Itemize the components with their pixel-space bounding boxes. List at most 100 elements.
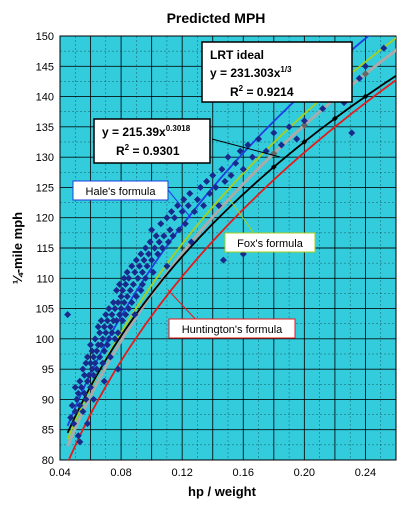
data-point <box>114 329 122 337</box>
data-point <box>93 347 101 355</box>
power-fit-r2: R2 = 0.9301 <box>116 143 180 158</box>
data-point <box>142 274 150 282</box>
data-point <box>187 238 195 246</box>
power-fit-box <box>93 118 211 164</box>
data-point <box>111 335 119 343</box>
x-tick-label: 0.24 <box>355 467 376 479</box>
data-point <box>76 401 84 409</box>
data-point <box>138 268 146 276</box>
chart-title: Predicted MPH <box>167 10 266 26</box>
leader-line <box>211 138 281 158</box>
lrt-ideal-title: LRT ideal <box>210 48 264 62</box>
lrt-ideal-equation: y = 231.303x1/3 <box>210 65 292 80</box>
data-point <box>114 299 122 307</box>
huntingtons-formula-label-box <box>168 318 296 339</box>
data-point <box>97 341 105 349</box>
x-axis-label: hp / weight <box>188 484 257 499</box>
data-point <box>87 359 95 367</box>
data-point <box>300 117 308 125</box>
data-point <box>137 286 145 294</box>
data-point <box>138 280 146 288</box>
data-point <box>154 250 162 258</box>
data-point <box>102 311 110 319</box>
lrt-ideal-box <box>201 41 353 103</box>
data-point <box>106 353 114 361</box>
data-point <box>108 311 116 319</box>
y-tick-label: 135 <box>36 122 54 134</box>
data-point <box>215 202 223 210</box>
data-point <box>117 305 125 313</box>
data-point <box>149 268 157 276</box>
data-point <box>125 274 133 282</box>
series-line <box>66 74 396 434</box>
y-tick-label: 100 <box>36 334 54 346</box>
data-point <box>380 44 388 52</box>
data-point <box>142 244 150 252</box>
data-point <box>293 135 301 143</box>
data-point <box>166 226 174 234</box>
data-point <box>109 299 117 307</box>
data-point <box>108 329 116 337</box>
data-point <box>184 202 192 210</box>
y-tick-label: 105 <box>36 304 54 316</box>
data-point <box>82 395 90 403</box>
data-point <box>197 183 205 191</box>
data-point <box>348 129 356 137</box>
data-point <box>232 159 240 167</box>
data-point <box>120 299 128 307</box>
plot-frame <box>59 35 397 461</box>
data-point <box>193 196 201 204</box>
power-fit-equation: y = 215.39x0.3018 <box>102 124 191 139</box>
y-tick-label: 150 <box>36 31 54 43</box>
data-point <box>83 377 91 385</box>
data-point <box>113 317 121 325</box>
data-point <box>148 256 156 264</box>
data-point <box>219 256 227 264</box>
data-point <box>227 171 235 179</box>
data-point <box>114 365 122 373</box>
data-point <box>134 274 142 282</box>
data-point <box>87 383 95 391</box>
data-point <box>224 153 232 161</box>
data-point <box>77 383 85 391</box>
data-point <box>122 280 130 288</box>
data-point <box>99 335 107 343</box>
data-point <box>221 177 229 185</box>
data-point <box>128 262 136 270</box>
data-point <box>206 189 214 197</box>
data-point <box>146 238 154 246</box>
y-tick-label: 145 <box>36 61 54 73</box>
data-point <box>68 401 76 409</box>
data-point <box>132 256 140 264</box>
data-point <box>270 129 278 137</box>
data-point <box>244 141 252 149</box>
data-point <box>105 335 113 343</box>
r2-value: = 0.9301 <box>129 144 180 158</box>
data-point <box>100 377 108 385</box>
data-point <box>209 171 217 179</box>
data-point <box>106 323 114 331</box>
data-point <box>82 359 90 367</box>
data-point <box>105 305 113 313</box>
data-point <box>158 244 166 252</box>
data-point <box>239 165 247 173</box>
data-point <box>175 226 183 234</box>
equation-base: y = 231.303x <box>210 66 281 80</box>
data-point <box>111 305 119 313</box>
data-point <box>76 438 84 446</box>
hales-formula-label-box <box>72 180 169 201</box>
x-tick-label: 0.16 <box>233 467 254 479</box>
y-tick-label: 115 <box>36 243 54 255</box>
x-tick-label: 0.08 <box>110 467 131 479</box>
r2-value: = 0.9214 <box>243 85 294 99</box>
y-tick-label: 110 <box>36 273 54 285</box>
trend-marker <box>270 164 277 170</box>
data-point <box>132 292 140 300</box>
data-point <box>76 377 84 385</box>
data-point <box>218 165 226 173</box>
data-point <box>122 311 130 319</box>
data-point <box>74 432 82 440</box>
data-point <box>73 395 81 403</box>
equation-exponent: 1/3 <box>280 65 292 74</box>
data-point <box>91 359 99 367</box>
